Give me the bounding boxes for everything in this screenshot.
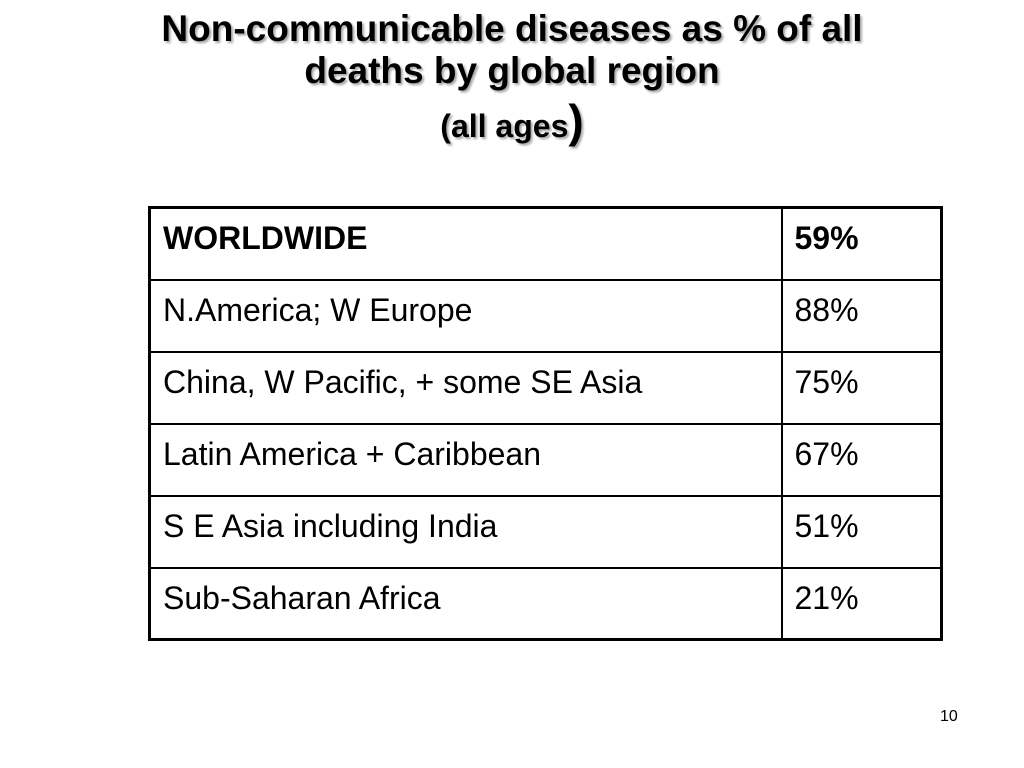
table-row: Sub-Saharan Africa 21% <box>148 566 943 641</box>
title-line-2: deaths by global region <box>304 50 720 91</box>
page-number: 10 <box>940 708 958 725</box>
region-cell: Sub-Saharan Africa <box>148 566 783 641</box>
table-row: N.America; W Europe 88% <box>148 278 943 353</box>
slide-title: Non-communicable diseases as % of all de… <box>40 8 984 149</box>
table-row: S E Asia including India 51% <box>148 494 943 569</box>
region-cell: China, W Pacific, + some SE Asia <box>148 350 783 425</box>
percent-cell: 75% <box>780 350 943 425</box>
percent-cell: 88% <box>780 278 943 353</box>
region-cell: N.America; W Europe <box>148 278 783 353</box>
ncd-deaths-table: WORLDWIDE 59% N.America; W Europe 88% Ch… <box>148 206 943 641</box>
region-cell: S E Asia including India <box>148 494 783 569</box>
percent-cell: 21% <box>780 566 943 641</box>
title-open-paren: ( <box>440 108 451 144</box>
title-close-paren: ) <box>568 95 584 147</box>
table-row: China, W Pacific, + some SE Asia 75% <box>148 350 943 425</box>
region-cell: WORLDWIDE <box>148 206 783 281</box>
title-subtitle-text: all ages <box>450 108 569 144</box>
percent-cell: 51% <box>780 494 943 569</box>
percent-cell: 59% <box>780 206 943 281</box>
region-cell: Latin America + Caribbean <box>148 422 783 497</box>
percent-cell: 67% <box>780 422 943 497</box>
table-row: Latin America + Caribbean 67% <box>148 422 943 497</box>
title-line-1: Non-communicable diseases as % of all <box>161 8 863 49</box>
table-row-worldwide: WORLDWIDE 59% <box>148 206 943 281</box>
title-line-3: (all ages) <box>40 98 984 149</box>
